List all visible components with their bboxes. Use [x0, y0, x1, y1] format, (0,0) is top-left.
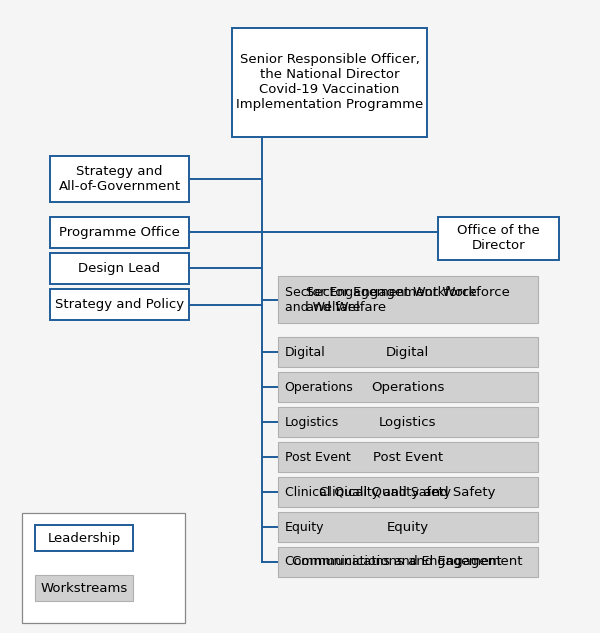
- Text: Operations: Operations: [371, 380, 445, 394]
- Text: Communications and Engagement: Communications and Engagement: [284, 556, 501, 568]
- Text: Logistics: Logistics: [284, 416, 339, 429]
- FancyBboxPatch shape: [278, 512, 538, 542]
- FancyBboxPatch shape: [50, 289, 189, 320]
- Text: Logistics: Logistics: [379, 416, 436, 429]
- Text: Digital: Digital: [284, 346, 325, 359]
- Text: Operations: Operations: [284, 380, 353, 394]
- FancyBboxPatch shape: [50, 216, 189, 248]
- Text: Equity: Equity: [284, 520, 324, 534]
- Text: Equity: Equity: [386, 520, 429, 534]
- Text: Design Lead: Design Lead: [79, 262, 161, 275]
- FancyBboxPatch shape: [22, 513, 185, 623]
- FancyBboxPatch shape: [35, 525, 133, 551]
- Text: Sector Engagement Workforce
and Welfare: Sector Engagement Workforce and Welfare: [306, 285, 509, 313]
- Text: Post Event: Post Event: [284, 451, 350, 463]
- Text: Sector Engagement Workforce
and Welfare: Sector Engagement Workforce and Welfare: [284, 285, 476, 313]
- Text: Office of the
Director: Office of the Director: [457, 225, 539, 253]
- Text: Communications and Engagement: Communications and Engagement: [292, 556, 523, 568]
- Text: Senior Responsible Officer,
the National Director
Covid-19 Vaccination
Implement: Senior Responsible Officer, the National…: [236, 53, 423, 111]
- FancyBboxPatch shape: [50, 156, 189, 203]
- Text: Strategy and Policy: Strategy and Policy: [55, 298, 184, 311]
- FancyBboxPatch shape: [278, 276, 538, 323]
- FancyBboxPatch shape: [278, 477, 538, 507]
- FancyBboxPatch shape: [278, 442, 538, 472]
- FancyBboxPatch shape: [278, 372, 538, 402]
- Text: Clinical Quality and Safety: Clinical Quality and Safety: [319, 486, 496, 499]
- Text: Programme Office: Programme Office: [59, 226, 180, 239]
- Text: Strategy and
All-of-Government: Strategy and All-of-Government: [58, 165, 181, 193]
- Text: Digital: Digital: [386, 346, 430, 359]
- FancyBboxPatch shape: [437, 216, 559, 260]
- FancyBboxPatch shape: [50, 253, 189, 284]
- FancyBboxPatch shape: [35, 575, 133, 601]
- FancyBboxPatch shape: [278, 407, 538, 437]
- Text: Clinical Quality and Safety: Clinical Quality and Safety: [284, 486, 451, 499]
- FancyBboxPatch shape: [278, 547, 538, 577]
- Text: Post Event: Post Event: [373, 451, 443, 463]
- Text: Workstreams: Workstreams: [40, 582, 128, 595]
- Text: Leadership: Leadership: [47, 532, 121, 545]
- FancyBboxPatch shape: [278, 337, 538, 367]
- FancyBboxPatch shape: [232, 28, 427, 137]
